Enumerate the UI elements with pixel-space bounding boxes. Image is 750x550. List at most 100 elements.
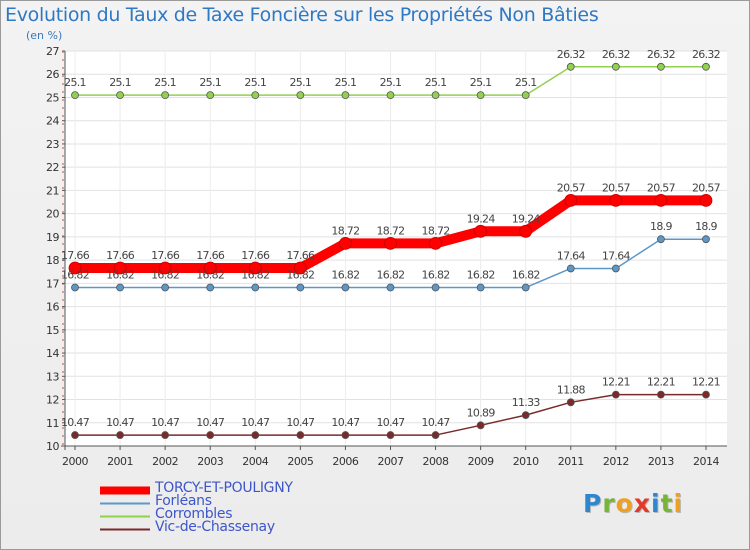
data-label: 25.1 [470, 76, 492, 89]
data-label: 25.1 [515, 76, 537, 89]
data-label: 10.47 [286, 416, 315, 429]
x-tick-label: 2007 [377, 455, 403, 468]
data-label: 17.64 [602, 249, 631, 262]
data-point [521, 283, 530, 292]
logo-letter: i [651, 489, 661, 518]
x-tick-label: 2011 [558, 455, 584, 468]
data-point [657, 390, 665, 399]
data-label: 26.32 [647, 48, 675, 61]
data-label: 25.1 [335, 76, 357, 89]
y-tick-label: 22 [46, 161, 59, 174]
x-tick-label: 2004 [242, 455, 268, 468]
data-label: 18.9 [650, 220, 672, 233]
data-label: 25.1 [64, 76, 86, 89]
data-label: 25.1 [289, 76, 311, 89]
data-point [113, 261, 127, 275]
data-point [519, 224, 533, 238]
data-label: 10.47 [61, 416, 90, 429]
data-point [611, 390, 620, 399]
data-point [474, 224, 488, 238]
data-label: 12.21 [692, 376, 720, 389]
legend-label-corrombles: Corrombles [155, 506, 233, 522]
x-tick-label: 2003 [197, 455, 223, 468]
data-point [609, 194, 623, 207]
data-label: 10.47 [241, 416, 270, 429]
data-label: 20.57 [602, 181, 631, 194]
data-point [699, 194, 713, 207]
data-point [657, 235, 665, 244]
data-point [68, 261, 82, 275]
data-point [116, 431, 124, 439]
data-point [161, 91, 170, 100]
data-label: 20.57 [557, 181, 586, 194]
data-point [521, 91, 530, 100]
data-label: 16.82 [512, 269, 540, 282]
x-tick-label: 2014 [693, 455, 719, 468]
proxiti-logo: Proxiti [583, 489, 683, 518]
y-axis-unit-label: (en %) [26, 29, 63, 42]
data-point [611, 62, 620, 71]
data-label: 19.24 [467, 212, 496, 225]
data-point [251, 283, 260, 292]
y-tick-label: 11 [46, 417, 59, 430]
data-point [386, 91, 395, 100]
data-point [566, 398, 575, 407]
data-point [293, 261, 307, 275]
data-label: 16.82 [106, 269, 134, 282]
y-tick-label: 18 [46, 254, 59, 267]
data-point [657, 62, 665, 71]
data-label: 17.66 [106, 249, 135, 262]
data-point [566, 62, 575, 71]
data-point [341, 431, 350, 439]
data-label: 25.1 [244, 76, 266, 89]
data-label: 25.1 [154, 76, 176, 89]
x-tick-label: 2012 [603, 455, 629, 468]
data-label: 10.47 [331, 416, 360, 429]
legend-swatch-forleans [100, 502, 150, 505]
data-label: 10.47 [196, 416, 225, 429]
x-tick-label: 2009 [468, 455, 494, 468]
data-label: 16.82 [422, 269, 450, 282]
data-label: 12.21 [647, 376, 675, 389]
data-point [251, 91, 260, 100]
data-label: 25.1 [425, 76, 447, 89]
data-point [564, 194, 578, 207]
logo-letter: i [673, 489, 684, 518]
data-point [341, 91, 350, 100]
data-point [611, 264, 620, 273]
data-label: 11.33 [512, 396, 541, 409]
data-label: 17.66 [196, 249, 225, 262]
data-point [384, 236, 397, 250]
y-tick-label: 17 [46, 277, 59, 290]
x-tick-label: 2008 [423, 455, 449, 468]
data-point [116, 283, 124, 292]
data-label: 16.82 [376, 269, 404, 282]
data-point [71, 431, 79, 439]
data-point [566, 264, 575, 273]
data-label: 10.89 [467, 406, 496, 419]
data-label: 12.21 [602, 376, 630, 389]
data-label: 26.32 [557, 48, 585, 61]
data-point [431, 91, 440, 100]
legend-swatch-corrombles [100, 515, 150, 518]
data-label: 10.47 [376, 416, 405, 429]
data-label: 18.72 [331, 224, 359, 237]
data-point [476, 421, 485, 430]
data-point [71, 91, 79, 100]
data-label: 16.82 [151, 269, 179, 282]
data-point [386, 431, 395, 439]
data-label: 18.72 [376, 224, 404, 237]
y-tick-label: 13 [46, 370, 59, 383]
data-point [521, 411, 530, 419]
y-tick-label: 21 [46, 184, 59, 197]
x-tick-label: 2000 [62, 455, 88, 468]
y-tick-label: 25 [46, 91, 59, 104]
data-point [158, 261, 172, 275]
data-label: 11.88 [557, 383, 586, 396]
x-tick-label: 2006 [332, 455, 358, 468]
data-point [251, 431, 260, 439]
data-point [702, 235, 710, 244]
x-tick-label: 2013 [648, 455, 674, 468]
data-label: 20.57 [647, 181, 676, 194]
data-point [476, 283, 485, 292]
